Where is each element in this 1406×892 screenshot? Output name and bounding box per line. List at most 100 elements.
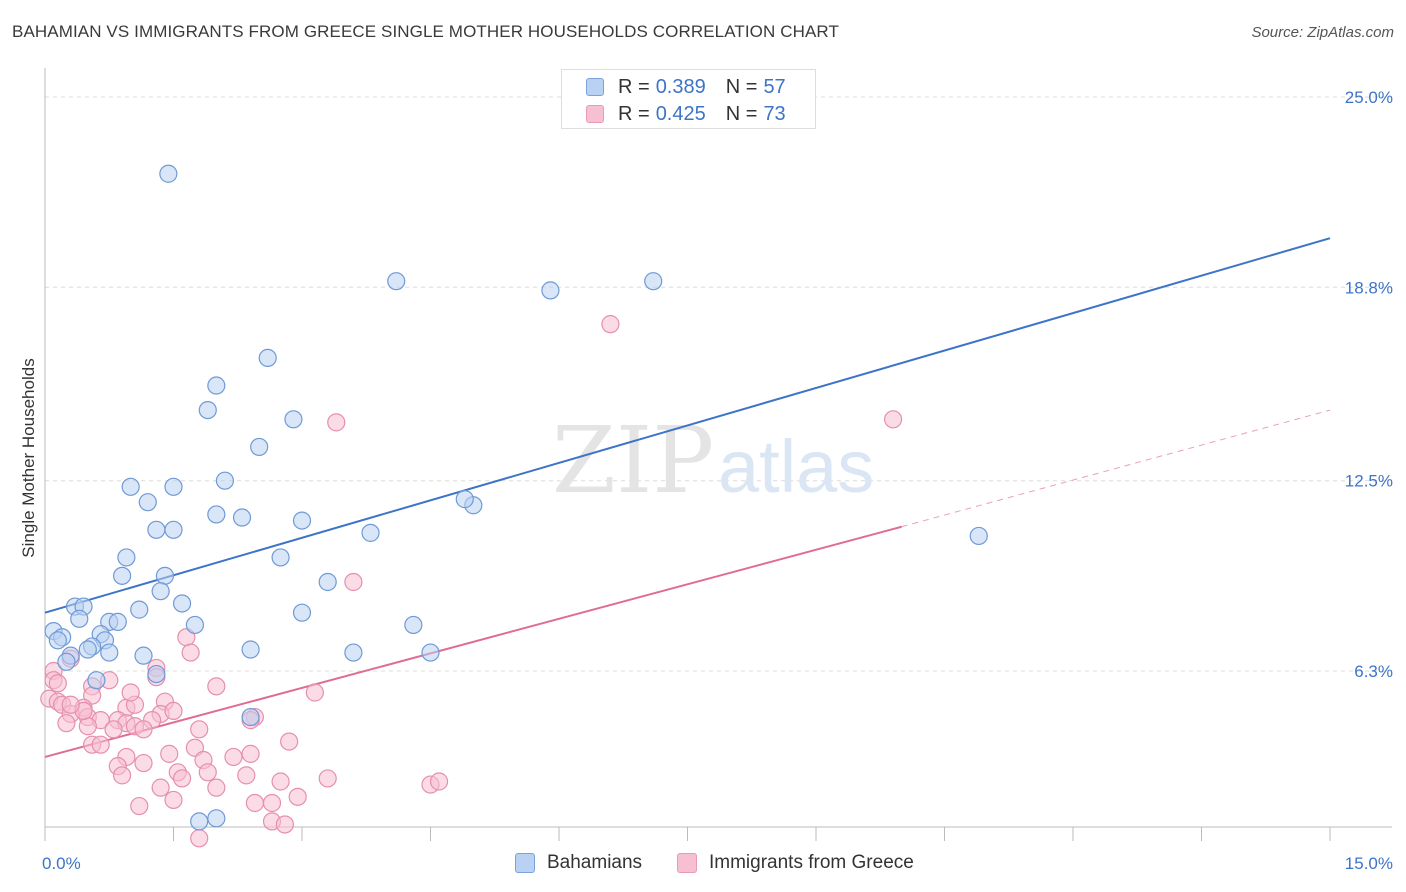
point-greece: [190, 829, 209, 848]
n-label: N =: [725, 75, 758, 98]
n-value: 57: [763, 75, 786, 98]
point-greece: [78, 717, 97, 736]
point-bahamian: [271, 548, 290, 567]
point-greece: [207, 778, 226, 797]
legend-swatch-blue: [515, 853, 535, 873]
point-bahamian: [198, 400, 217, 420]
y-tick-label: 6.3%: [1354, 662, 1393, 681]
point-bahamian: [232, 508, 252, 527]
legend-swatch-pink: [586, 105, 604, 123]
point-bahamian: [117, 548, 136, 567]
point-bahamian: [241, 707, 260, 727]
correlation-legend: R = 0.389 N = 57 R = 0.425 N = 73: [561, 69, 816, 129]
point-greece: [121, 683, 140, 702]
point-bahamian: [215, 471, 234, 490]
point-bahamian: [87, 671, 106, 690]
point-greece: [207, 677, 226, 696]
legend-swatch-pink: [677, 853, 697, 873]
point-greece: [275, 815, 294, 834]
x-tick-label: 15.0%: [1345, 854, 1393, 873]
point-bahamian: [292, 603, 312, 622]
point-bahamian: [108, 612, 127, 631]
point-bahamian: [344, 643, 363, 662]
point-greece: [280, 732, 299, 751]
point-greece: [237, 766, 256, 785]
point-bahamian: [159, 164, 178, 183]
point-bahamian: [284, 410, 303, 429]
point-greece: [288, 787, 307, 806]
legend-item-greece[interactable]: Immigrants from Greece: [677, 852, 914, 874]
point-greece: [241, 744, 260, 763]
point-bahamian: [250, 437, 269, 457]
point-bahamian: [292, 511, 312, 530]
y-tick-label: 18.8%: [1345, 278, 1393, 297]
watermark: ZIP atlas: [552, 407, 874, 514]
point-bahamian: [421, 643, 440, 662]
watermark-zip: ZIP: [552, 407, 714, 514]
y-axis-label: Single Mother Households: [19, 358, 38, 557]
point-bahamian: [48, 631, 67, 650]
point-bahamian: [138, 493, 157, 512]
point-bahamian: [164, 520, 183, 539]
point-greece: [134, 753, 153, 773]
point-greece: [198, 763, 217, 782]
gridlines: [45, 96, 1392, 672]
point-bahamian: [112, 566, 132, 585]
y-tick-label: 12.5%: [1345, 472, 1393, 491]
point-greece: [327, 413, 346, 432]
point-bahamian: [207, 376, 226, 395]
data-points: [40, 164, 988, 848]
point-bahamian: [258, 348, 277, 368]
point-bahamian: [151, 582, 170, 601]
r-label: R =: [618, 75, 650, 98]
point-bahamian: [241, 640, 260, 659]
point-greece: [429, 772, 449, 791]
point-bahamian: [147, 520, 166, 539]
point-bahamian: [130, 600, 149, 619]
point-bahamian: [57, 652, 76, 671]
series-legend: Bahamians Immigrants from Greece: [0, 852, 1406, 876]
legend-swatch-blue: [586, 78, 604, 96]
point-bahamian: [318, 572, 337, 592]
point-bahamian: [155, 566, 175, 585]
point-bahamian: [147, 664, 166, 684]
point-greece: [104, 720, 123, 739]
legend-item-bahamians[interactable]: Bahamians: [515, 852, 642, 874]
trend-line-bahamians: [44, 237, 1331, 614]
point-greece: [130, 796, 149, 816]
legend-label: Bahamians: [547, 852, 643, 873]
n-value: 73: [763, 102, 786, 125]
point-greece: [601, 315, 620, 334]
point-greece: [57, 714, 76, 733]
x-tick-label: 0.0%: [42, 854, 81, 873]
point-bahamian: [100, 643, 119, 662]
point-greece: [164, 790, 183, 810]
r-value: 0.389: [655, 75, 706, 98]
point-bahamian: [70, 609, 89, 628]
point-bahamian: [185, 615, 205, 635]
trend-line-greece-extension: [901, 409, 1331, 528]
point-bahamian: [207, 505, 226, 524]
point-greece: [151, 778, 170, 797]
point-greece: [262, 793, 282, 813]
point-greece: [112, 766, 132, 785]
point-bahamian: [207, 809, 226, 828]
r-value: 0.425: [655, 102, 706, 125]
legend-label: Immigrants from Greece: [709, 852, 914, 873]
point-bahamian: [121, 477, 140, 496]
point-bahamian: [361, 523, 380, 542]
source-label: Source: ZipAtlas.com: [1251, 24, 1394, 41]
watermark-atlas: atlas: [718, 425, 874, 508]
point-bahamian: [387, 272, 406, 291]
point-greece: [134, 720, 153, 739]
chart-title: BAHAMIAN VS IMMIGRANTS FROM GREECE SINGL…: [12, 22, 839, 41]
legend-row-bahamians: R = 0.389 N = 57: [586, 75, 806, 99]
point-greece: [305, 683, 324, 702]
point-greece: [172, 769, 192, 788]
y-tick-label: 25.0%: [1345, 88, 1393, 107]
point-greece: [190, 720, 209, 739]
point-bahamian: [164, 477, 183, 496]
legend-row-greece: R = 0.425 N = 73: [586, 102, 806, 126]
point-bahamian: [404, 615, 423, 635]
